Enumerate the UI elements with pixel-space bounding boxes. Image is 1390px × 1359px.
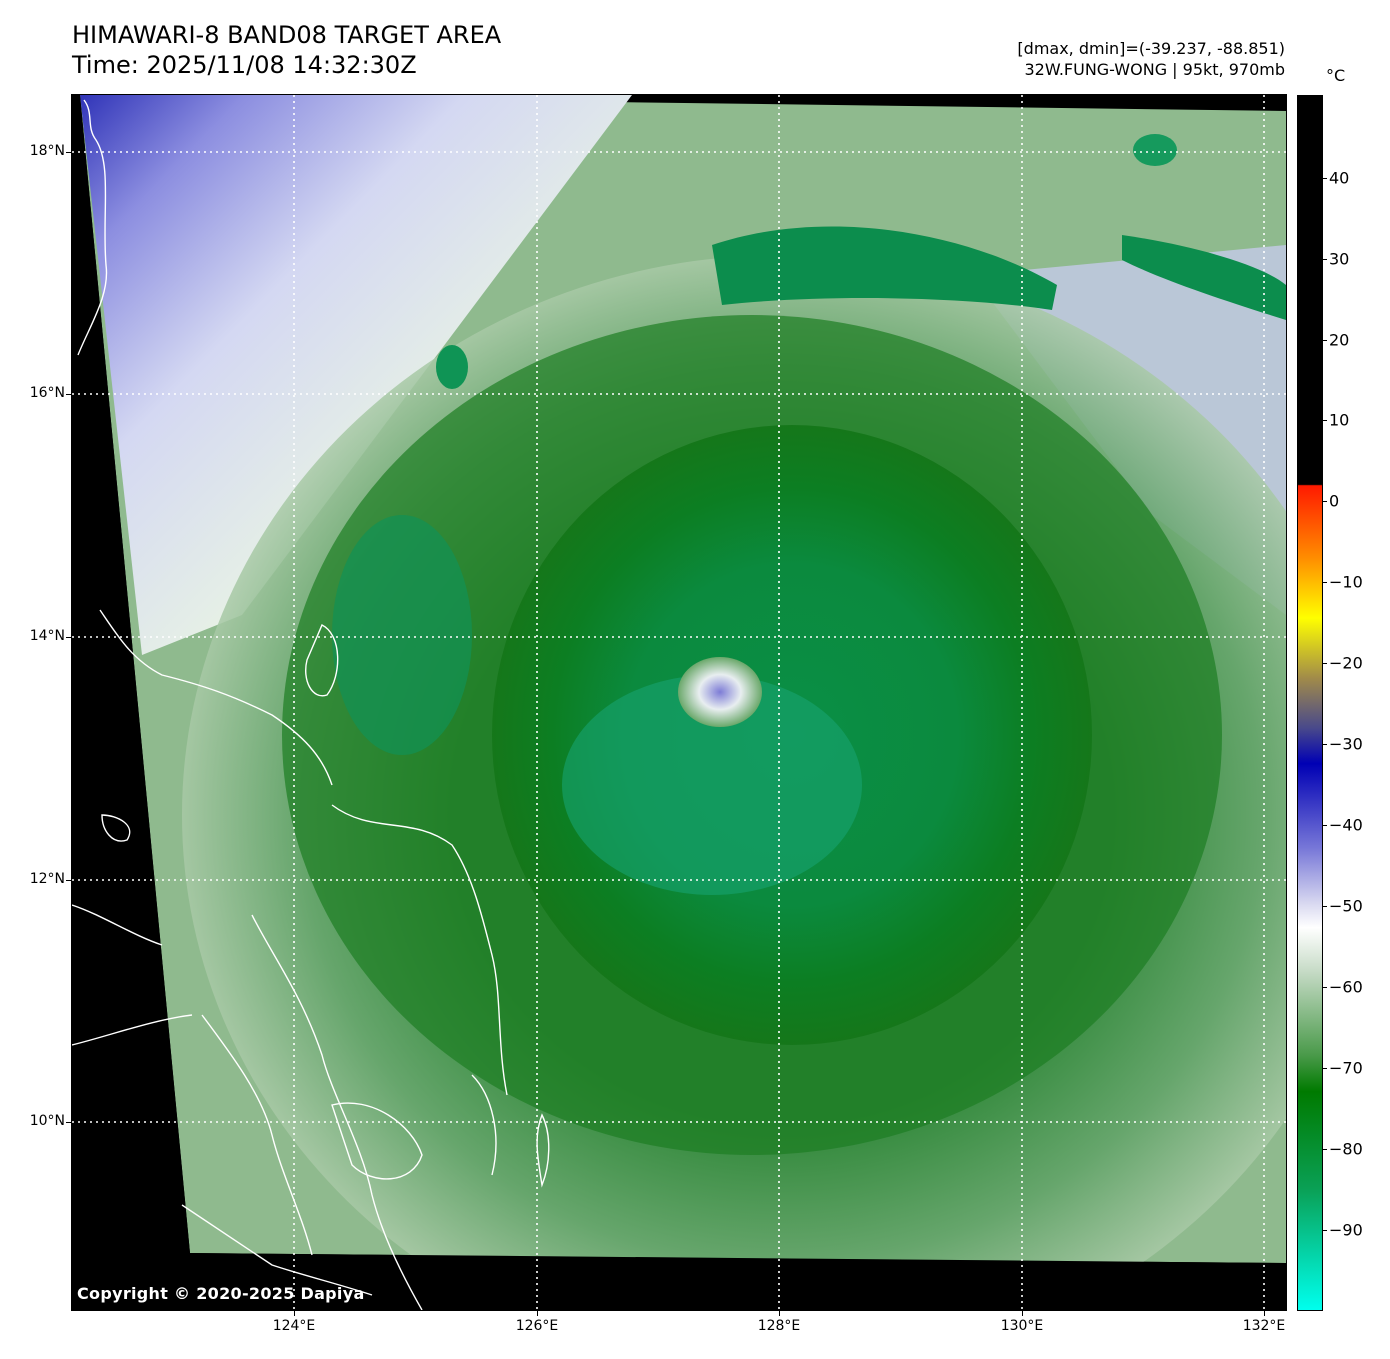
colorbar-tick — [1322, 582, 1327, 583]
y-tick — [66, 1122, 72, 1123]
x-tick — [537, 1310, 538, 1316]
colorbar-tick — [1322, 340, 1327, 341]
y-label-16n: 16°N — [29, 385, 65, 401]
colorbar-tick — [1322, 1230, 1327, 1231]
x-tick — [1264, 1310, 1265, 1316]
storm-info: [dmax, dmin]=(-39.237, -88.851) 32W.FUNG… — [1017, 38, 1285, 80]
colorbar-tick — [1322, 1149, 1327, 1150]
colorbar-label: −40 — [1329, 815, 1363, 835]
colorbar-label: −30 — [1329, 734, 1363, 754]
figure-title: HIMAWARI-8 BAND08 TARGET AREA Time: 2025… — [72, 20, 501, 80]
colorbar-tick — [1322, 178, 1327, 179]
colorbar-label: 0 — [1329, 491, 1340, 511]
y-tick — [66, 394, 72, 395]
colorbar-tick — [1322, 259, 1327, 260]
colorbar-label: 20 — [1329, 330, 1350, 350]
colorbar-tick — [1322, 663, 1327, 664]
x-label-126e: 126°E — [515, 1318, 559, 1334]
colorbar-label: 30 — [1329, 249, 1350, 269]
colorbar-tick — [1322, 420, 1327, 421]
colorbar-tick — [1322, 501, 1327, 502]
colorbar-label: 10 — [1329, 410, 1350, 430]
colorbar-label: −60 — [1329, 977, 1363, 997]
colorbar-unit: °C — [1326, 66, 1346, 85]
y-tick — [66, 637, 72, 638]
colorbar-label: −80 — [1329, 1139, 1363, 1159]
x-label-124e: 124°E — [272, 1318, 316, 1334]
colorbar-label: −10 — [1329, 572, 1363, 592]
stats-label: [dmax, dmin]=(-39.237, -88.851) — [1017, 39, 1285, 58]
x-tick — [294, 1310, 295, 1316]
colorbar-label: −70 — [1329, 1058, 1363, 1078]
colorbar — [1297, 95, 1323, 1311]
y-label-12n: 12°N — [29, 871, 65, 887]
colorbar-tick — [1322, 1068, 1327, 1069]
colorbar-label: −20 — [1329, 653, 1363, 673]
graticule — [72, 95, 1286, 1310]
colorbar-label: −50 — [1329, 896, 1363, 916]
y-tick — [66, 880, 72, 881]
colorbar-tick — [1322, 987, 1327, 988]
x-label-132e: 132°E — [1242, 1318, 1286, 1334]
satellite-imagery-svg — [72, 95, 1286, 1310]
x-tick — [1022, 1310, 1023, 1316]
y-tick — [66, 152, 72, 153]
copyright-text: Copyright © 2020-2025 Dapiya — [77, 1284, 365, 1303]
x-tick — [779, 1310, 780, 1316]
colorbar-tick — [1322, 825, 1327, 826]
colorbar-gradient — [1298, 96, 1322, 1310]
colorbar-label: 40 — [1329, 168, 1350, 188]
title-line-1: HIMAWARI-8 BAND08 TARGET AREA — [72, 21, 502, 49]
y-label-14n: 14°N — [29, 628, 65, 644]
title-line-2: Time: 2025/11/08 14:32:30Z — [72, 51, 417, 79]
storm-label: 32W.FUNG-WONG | 95kt, 970mb — [1024, 60, 1285, 79]
colorbar-tick — [1322, 906, 1327, 907]
x-label-128e: 128°E — [757, 1318, 801, 1334]
y-label-18n: 18°N — [29, 143, 65, 159]
colorbar-label: −90 — [1329, 1220, 1363, 1240]
colorbar-tick — [1322, 744, 1327, 745]
y-label-10n: 10°N — [29, 1113, 65, 1129]
x-label-130e: 130°E — [1000, 1318, 1044, 1334]
coastlines — [72, 99, 550, 1310]
satellite-image — [72, 95, 1286, 1310]
